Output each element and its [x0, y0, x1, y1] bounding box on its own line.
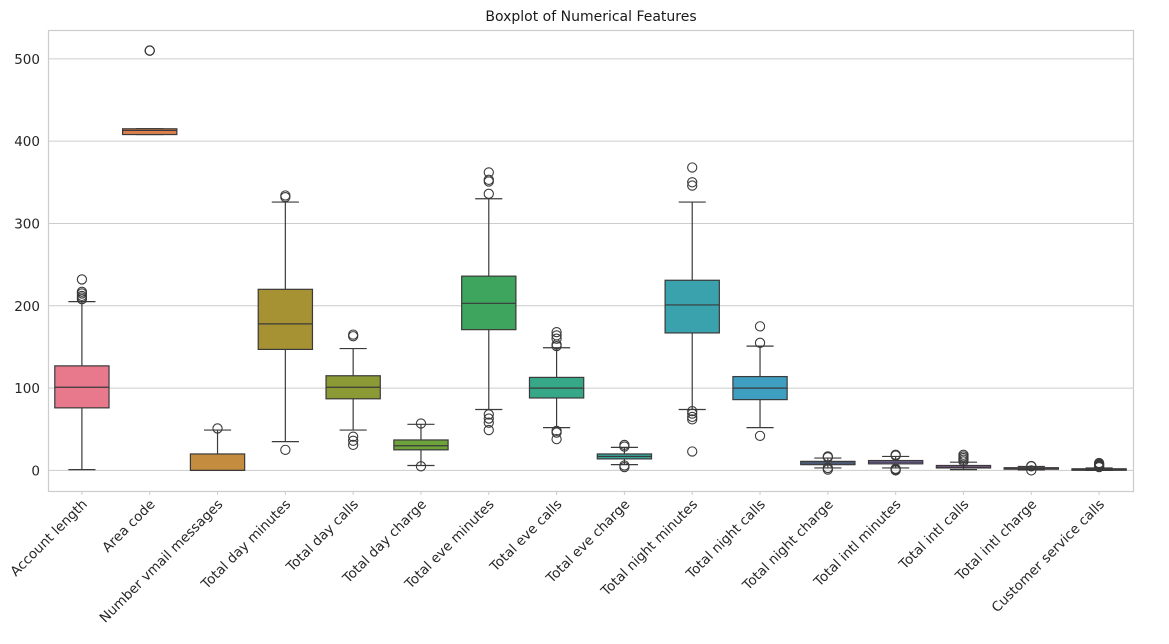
- outlier-point: [280, 444, 291, 455]
- outlier-point: [754, 321, 766, 332]
- x-tick-label: Customer service calls: [989, 497, 1108, 616]
- outlier-point: [822, 462, 833, 474]
- y-tick-label: 200: [14, 299, 40, 315]
- outlier-point: [687, 162, 698, 173]
- y-tick-label: 400: [14, 134, 40, 150]
- plot-frame: [47, 29, 1135, 493]
- outlier-point: [1026, 465, 1037, 476]
- outlier-point: [619, 439, 630, 451]
- outlier-point: [1026, 460, 1037, 472]
- outlier-point: [415, 461, 427, 472]
- box-total-day-minutes: [257, 190, 314, 455]
- outlier-point: [348, 329, 359, 340]
- y-tick-label: 300: [14, 216, 40, 232]
- box-total-night-calls: [732, 321, 788, 441]
- box-total-intl-charge: [1003, 460, 1060, 476]
- outlier-point: [822, 451, 833, 462]
- x-tick-label: Total intl calls: [895, 497, 972, 574]
- box-total-eve-charge: [596, 439, 653, 473]
- y-tick-labels: 0 100 200 300 400 500: [14, 52, 40, 480]
- outlier-point: [483, 409, 494, 420]
- box-layer: [54, 45, 1127, 476]
- chart-title: Boxplot of Numerical Features: [485, 9, 696, 25]
- outlier-point: [415, 418, 427, 429]
- outlier-point: [1093, 457, 1105, 469]
- outlier-point: [890, 463, 901, 474]
- box-total-night-minutes: [664, 162, 720, 457]
- outlier-point: [212, 423, 223, 434]
- outlier-point: [619, 460, 630, 471]
- outlier-point: [551, 330, 562, 341]
- outlier-point: [551, 425, 562, 437]
- box-number-vmail-messages: [189, 423, 246, 472]
- box-account-length: [54, 274, 110, 471]
- outlier-point: [687, 408, 698, 419]
- box-area-code: [121, 45, 178, 136]
- outlier-point: [687, 446, 698, 457]
- y-tick-label: 500: [14, 52, 40, 68]
- outlier-point: [754, 337, 766, 348]
- outlier-point: [483, 167, 494, 178]
- x-tick-label: Account length: [7, 497, 90, 580]
- box-total-night-charge: [800, 451, 856, 475]
- outlier-point: [76, 286, 88, 297]
- outlier-point: [958, 449, 969, 460]
- box-total-day-charge: [393, 418, 449, 472]
- box-iqr: [189, 453, 246, 472]
- outlier-point: [280, 190, 291, 201]
- y-tick-label: 100: [14, 381, 40, 397]
- outlier-point: [687, 405, 698, 417]
- box-total-eve-calls: [528, 326, 585, 445]
- outlier-point: [754, 430, 766, 441]
- outlier-point: [483, 174, 494, 185]
- x-tick-label: Area code: [99, 497, 158, 556]
- box-total-intl-minutes: [867, 449, 924, 476]
- box-customer-service-calls: [1071, 457, 1127, 473]
- box-iqr: [664, 279, 720, 334]
- y-tick-label: 0: [31, 463, 40, 479]
- box-total-eve-minutes: [461, 167, 517, 436]
- outlier-point: [348, 439, 359, 451]
- outlier-point: [76, 274, 88, 285]
- box-total-intl-calls: [935, 449, 992, 471]
- box-iqr: [257, 288, 314, 351]
- grid-lines: [48, 58, 1133, 471]
- outlier-point: [890, 449, 901, 460]
- outlier-point: [483, 413, 494, 424]
- outlier-point: [687, 180, 698, 191]
- outlier-point: [483, 424, 494, 436]
- outlier-point: [551, 326, 562, 338]
- box-iqr: [121, 128, 178, 136]
- outlier-point: [551, 433, 562, 445]
- outlier-point: [551, 333, 562, 344]
- outlier-point: [483, 188, 494, 199]
- outlier-point: [687, 411, 698, 423]
- box-iqr: [393, 439, 449, 451]
- outlier-point: [687, 414, 698, 425]
- outlier-point: [483, 417, 494, 428]
- box-total-day-calls: [325, 329, 381, 451]
- outlier-point: [348, 435, 359, 446]
- outlier-point: [144, 45, 155, 56]
- outlier-point: [76, 290, 88, 302]
- outlier-point: [348, 431, 359, 442]
- x-tick-label: Number vmail messages: [97, 497, 227, 627]
- outlier-point: [687, 177, 698, 188]
